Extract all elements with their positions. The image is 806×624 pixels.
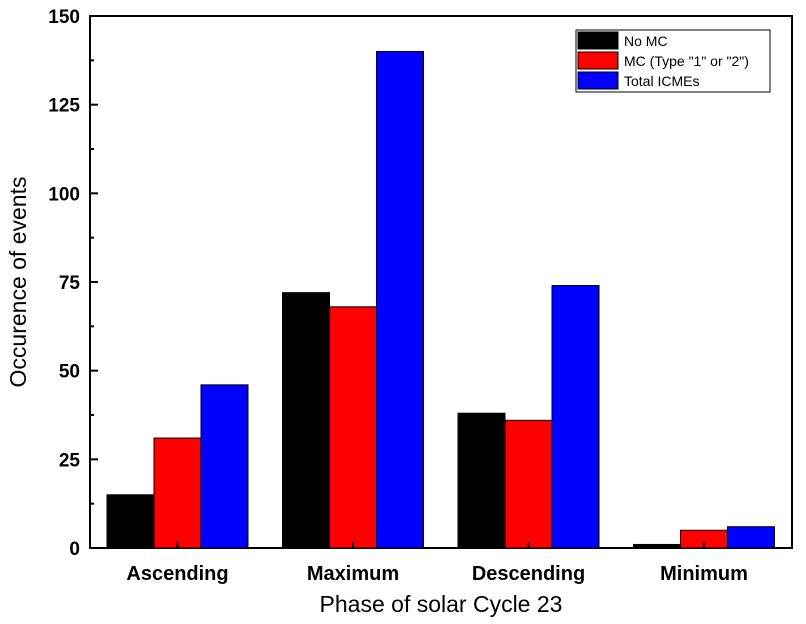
bar-minimum-series-3: [727, 526, 775, 549]
y-axis-ticks: 0 25 50 75 100 125 150: [48, 7, 98, 560]
legend-label-2: MC (Type "1" or "2"): [624, 53, 749, 69]
y-tick-label: 0: [69, 539, 80, 560]
x-category-label: Maximum: [307, 563, 399, 585]
y-tick-label: 100: [48, 184, 80, 205]
x-category-label: Descending: [472, 563, 585, 585]
x-category-label: Ascending: [126, 563, 228, 585]
legend: No MC MC (Type "1" or "2") Total ICMEs: [575, 29, 771, 93]
y-tick-label: 75: [59, 273, 81, 294]
x-axis-title: Phase of solar Cycle 23: [320, 591, 563, 617]
bar-ascending-series-2: [153, 437, 202, 549]
bar-ascending-series-3: [200, 384, 249, 549]
x-category-label: Minimum: [660, 563, 748, 585]
bar-maximum-series-3: [376, 50, 424, 549]
legend-swatch-1: [577, 31, 619, 50]
y-tick-label: 150: [48, 7, 80, 28]
legend-swatch-2: [577, 51, 619, 70]
y-tick-label: 25: [59, 450, 81, 471]
bars-group: [106, 50, 775, 549]
legend-swatch-3: [577, 71, 619, 90]
y-tick-label: 125: [48, 96, 80, 117]
y-axis-title: Occurence of events: [5, 177, 31, 388]
x-axis-category-labels: Ascending Maximum Descending Minimum: [126, 542, 748, 585]
bar-minimum-series-1: [633, 543, 681, 549]
legend-label-1: No MC: [624, 33, 668, 49]
bar-descending-series-1: [457, 412, 506, 549]
legend-label-3: Total ICMEs: [624, 73, 699, 89]
bar-descending-series-2: [504, 419, 553, 549]
bar-maximum-series-2: [329, 306, 377, 549]
bar-ascending-series-1: [106, 494, 155, 549]
y-tick-label: 50: [59, 362, 80, 383]
bar-descending-series-3: [551, 285, 600, 549]
bar-maximum-series-1: [282, 292, 330, 549]
